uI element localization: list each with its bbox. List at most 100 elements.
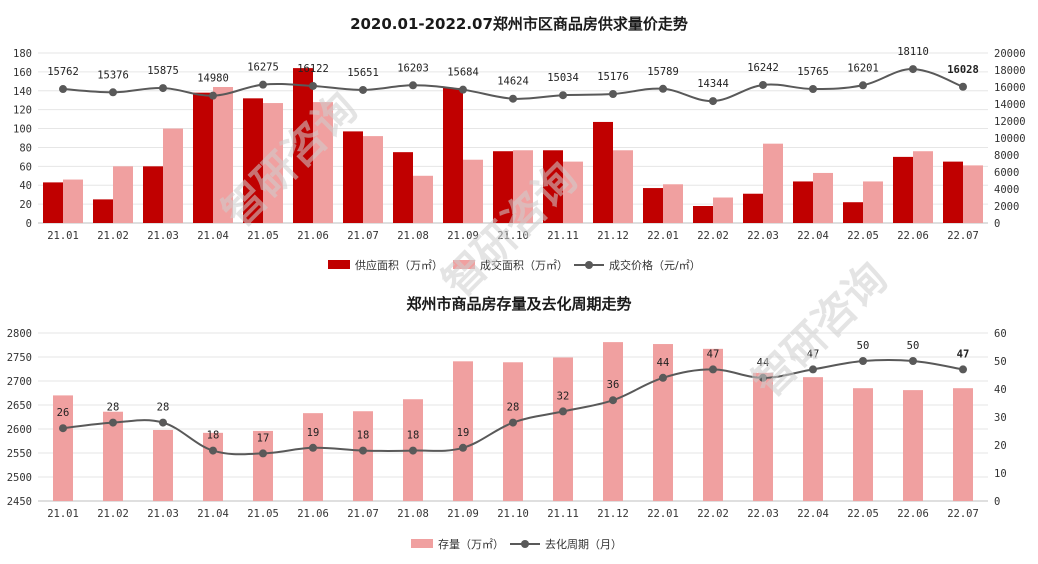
cycle-line-point [359,446,367,455]
chart2-bars [53,342,973,501]
x-tick-label: 21.06 [297,230,329,242]
bar-trade [663,184,683,223]
legend-swatch-stock [411,539,433,548]
x-tick-label: 21.02 [97,508,129,520]
y-left-tick-label: 2700 [7,376,32,388]
bar-trade [763,143,783,223]
price-line-point [909,65,917,74]
data-label: 14624 [497,76,529,88]
bar-trade [413,175,433,223]
bar-stock [103,411,123,501]
bar-stock [653,344,673,501]
cycle-line-point [59,424,67,433]
price-line-point [809,84,817,93]
bar-stock [853,388,873,501]
y-left-tick-label: 80 [19,142,32,154]
y-left-tick-label: 120 [13,105,32,117]
chart2-cycle-line: 26 28 28 18 17 19 18 18 19 28 32 36 44 47 44 47 50 50 47 [57,340,970,458]
bar-trade [213,87,233,223]
data-label: 19 [307,427,320,439]
x-tick-label: 22.02 [697,230,729,242]
price-line-point [409,81,417,90]
chart1-bars [43,68,983,224]
y-left-tick-label: 20 [19,199,32,211]
data-label: 32 [557,390,570,402]
data-label: 15875 [147,65,179,77]
price-line-point [759,80,767,89]
price-line-point [59,85,67,94]
y-right-tick-label: 50 [994,356,1007,368]
x-tick-label: 22.07 [947,508,979,520]
cycle-line-point [859,357,867,365]
chart2-legend: 存量（万㎡） 去化周期（月） [411,537,622,551]
bar-supply [593,121,613,223]
cycle-line-point [659,373,667,382]
bar-trade [263,103,283,223]
bar-supply [893,156,913,223]
data-label: 15376 [97,69,129,81]
data-label: 16201 [847,62,879,74]
y-right-tick-label: 40 [994,384,1007,396]
y-left-tick-label: 160 [13,67,32,79]
bar-supply [493,151,513,223]
data-label: 15034 [547,72,579,84]
price-line-point [609,90,617,99]
chart1-title: 2020.01-2022.07郑州市区商品房供求量价走势 [350,15,688,33]
x-tick-label: 22.01 [647,230,679,242]
data-label: 14344 [697,78,729,90]
y-right-tick-label: 2000 [994,201,1019,213]
bar-supply [643,188,663,223]
cycle-line-point [809,365,817,374]
data-label: 26 [57,407,70,419]
x-tick-label: 22.01 [647,508,679,520]
chart1-x-axis: 21.01 21.02 21.03 21.04 21.05 21.06 21.07 21.08… [47,230,979,242]
price-line-point [459,85,467,94]
bar-stock [903,390,923,501]
data-label: 14980 [197,73,229,85]
x-tick-label: 21.12 [597,230,629,242]
legend-swatch-supply [328,260,350,269]
data-label: 15684 [447,67,479,79]
bar-supply [793,181,813,223]
bar-trade [163,128,183,223]
legend-marker-price [585,261,593,269]
data-label: 50 [907,340,920,352]
price-line-point [159,84,167,93]
bar-trade [813,172,833,223]
x-tick-label: 22.05 [847,508,879,520]
bar-stock [553,357,573,501]
data-label: 16122 [297,63,329,75]
data-label: 50 [857,340,870,352]
x-tick-label: 21.05 [247,230,279,242]
price-line-point [309,81,317,90]
bar-trade [313,102,333,223]
data-label: 47 [957,348,970,360]
price-line-point [359,85,367,94]
y-right-tick-label: 8000 [994,150,1019,162]
chart2-right-axis: 0 10 20 30 40 50 60 [994,328,1007,508]
bar-stock [53,395,73,501]
bar-stock [253,430,273,501]
y-left-tick-label: 2800 [7,328,32,340]
x-tick-label: 21.10 [497,230,529,242]
x-tick-label: 21.05 [247,508,279,520]
y-left-tick-label: 140 [13,86,32,98]
bar-supply [43,182,63,223]
cycle-line-point [409,446,417,455]
cycle-line-point [159,418,167,427]
y-left-tick-label: 2600 [7,424,32,436]
data-label: 18 [407,430,420,442]
x-tick-label: 22.04 [797,508,829,520]
price-line-point [959,82,967,91]
y-right-tick-label: 30 [994,412,1007,424]
bar-stock [503,362,523,501]
y-right-tick-label: 18000 [994,65,1026,77]
y-right-tick-label: 0 [994,218,1000,230]
bar-trade [513,150,533,223]
chart1: 2020.01-2022.07郑州市区商品房供求量价走势 0 20 40 60 80 10… [13,15,1026,272]
y-left-tick-label: 60 [19,161,32,173]
bar-stock [303,413,323,501]
data-label: 18 [207,430,220,442]
cycle-line-point [959,365,967,374]
